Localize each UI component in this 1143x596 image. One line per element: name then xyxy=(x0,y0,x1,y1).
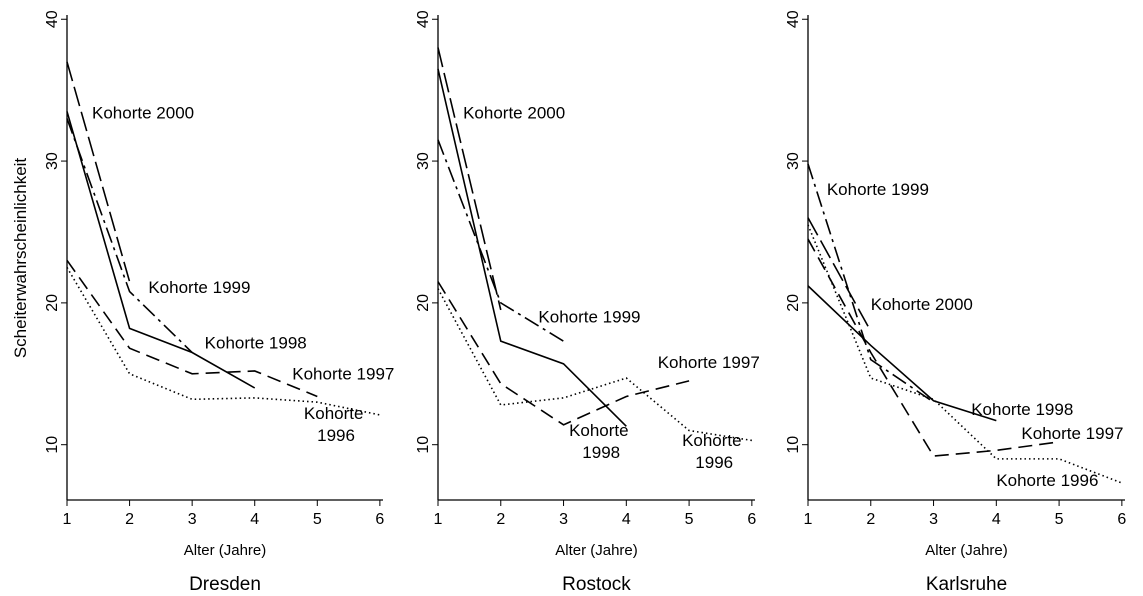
series-line xyxy=(437,281,690,426)
x-tick-label: 4 xyxy=(992,511,1001,528)
series-line xyxy=(807,224,1123,484)
y-tick-label: 10 xyxy=(44,436,61,454)
x-tick-label: 3 xyxy=(559,511,568,528)
x-tick-label: 4 xyxy=(250,511,259,528)
series-line xyxy=(437,68,627,427)
y-tick-label: 20 xyxy=(415,294,432,312)
x-tick-label: 5 xyxy=(313,511,322,528)
series-line xyxy=(437,47,502,311)
x-axis-label: Alter (Jahre) xyxy=(925,542,1008,559)
y-tick-label: 40 xyxy=(785,10,802,28)
y-tick-label: 30 xyxy=(415,152,432,170)
series-label: Kohorte 1996 xyxy=(304,404,368,445)
x-tick-label: 6 xyxy=(1117,511,1126,528)
series-label: Kohorte 1996 xyxy=(682,431,746,472)
panel-title: Karlsruhe xyxy=(926,574,1007,595)
series-line xyxy=(66,61,131,282)
x-tick-label: 6 xyxy=(375,511,384,528)
series-line xyxy=(66,118,193,354)
series-label: Kohorte 2000 xyxy=(92,104,194,123)
x-tick-label: 3 xyxy=(188,511,197,528)
y-tick-label: 30 xyxy=(785,152,802,170)
y-tick-label: 20 xyxy=(44,294,61,312)
series-label: Kohorte 1999 xyxy=(538,308,640,327)
x-axis-label: Alter (Jahre) xyxy=(184,542,267,559)
series-label: Kohorte 1997 xyxy=(292,364,394,383)
x-tick-label: 2 xyxy=(496,511,505,528)
x-tick-label: 1 xyxy=(434,511,443,528)
y-tick-label: 10 xyxy=(415,436,432,454)
x-tick-label: 1 xyxy=(804,511,813,528)
y-tick-label: 30 xyxy=(44,152,61,170)
x-tick-label: 3 xyxy=(929,511,938,528)
series-line xyxy=(807,285,997,422)
panel-title: Dresden xyxy=(189,574,261,595)
series-label: Kohorte 1998 xyxy=(205,333,307,352)
series-label: Kohorte 1999 xyxy=(148,278,250,297)
x-axis-label: Alter (Jahre) xyxy=(555,542,638,559)
series-line xyxy=(66,111,256,389)
series-label: Kohorte 2000 xyxy=(463,104,565,123)
series-label: Kohorte 1996 xyxy=(996,471,1098,490)
series-label: Kohorte 1997 xyxy=(1021,424,1123,443)
x-tick-label: 2 xyxy=(125,511,134,528)
x-tick-label: 5 xyxy=(1055,511,1064,528)
x-tick-label: 4 xyxy=(622,511,631,528)
series-line xyxy=(807,163,934,403)
series-label: Kohorte 1997 xyxy=(658,353,760,372)
panel-title: Rostock xyxy=(562,574,631,595)
series-label: Kohorte 2000 xyxy=(871,295,973,314)
y-tick-label: 10 xyxy=(785,436,802,454)
series-line xyxy=(66,259,318,398)
series-label: Kohorte 1998 xyxy=(569,421,633,462)
x-tick-label: 5 xyxy=(685,511,694,528)
y-tick-label: 40 xyxy=(415,10,432,28)
x-tick-label: 1 xyxy=(63,511,72,528)
y-tick-label: 20 xyxy=(785,294,802,312)
series-label: Kohorte 1998 xyxy=(971,400,1073,419)
x-tick-label: 2 xyxy=(866,511,875,528)
series-line xyxy=(437,139,564,342)
series-label: Kohorte 1999 xyxy=(827,180,929,199)
series-line xyxy=(807,217,872,332)
series-line xyxy=(807,238,1060,457)
y-tick-label: 40 xyxy=(44,10,61,28)
x-tick-label: 6 xyxy=(747,511,756,528)
y-axis-label: Scheiterwahrscheinlichkeit xyxy=(11,158,30,359)
